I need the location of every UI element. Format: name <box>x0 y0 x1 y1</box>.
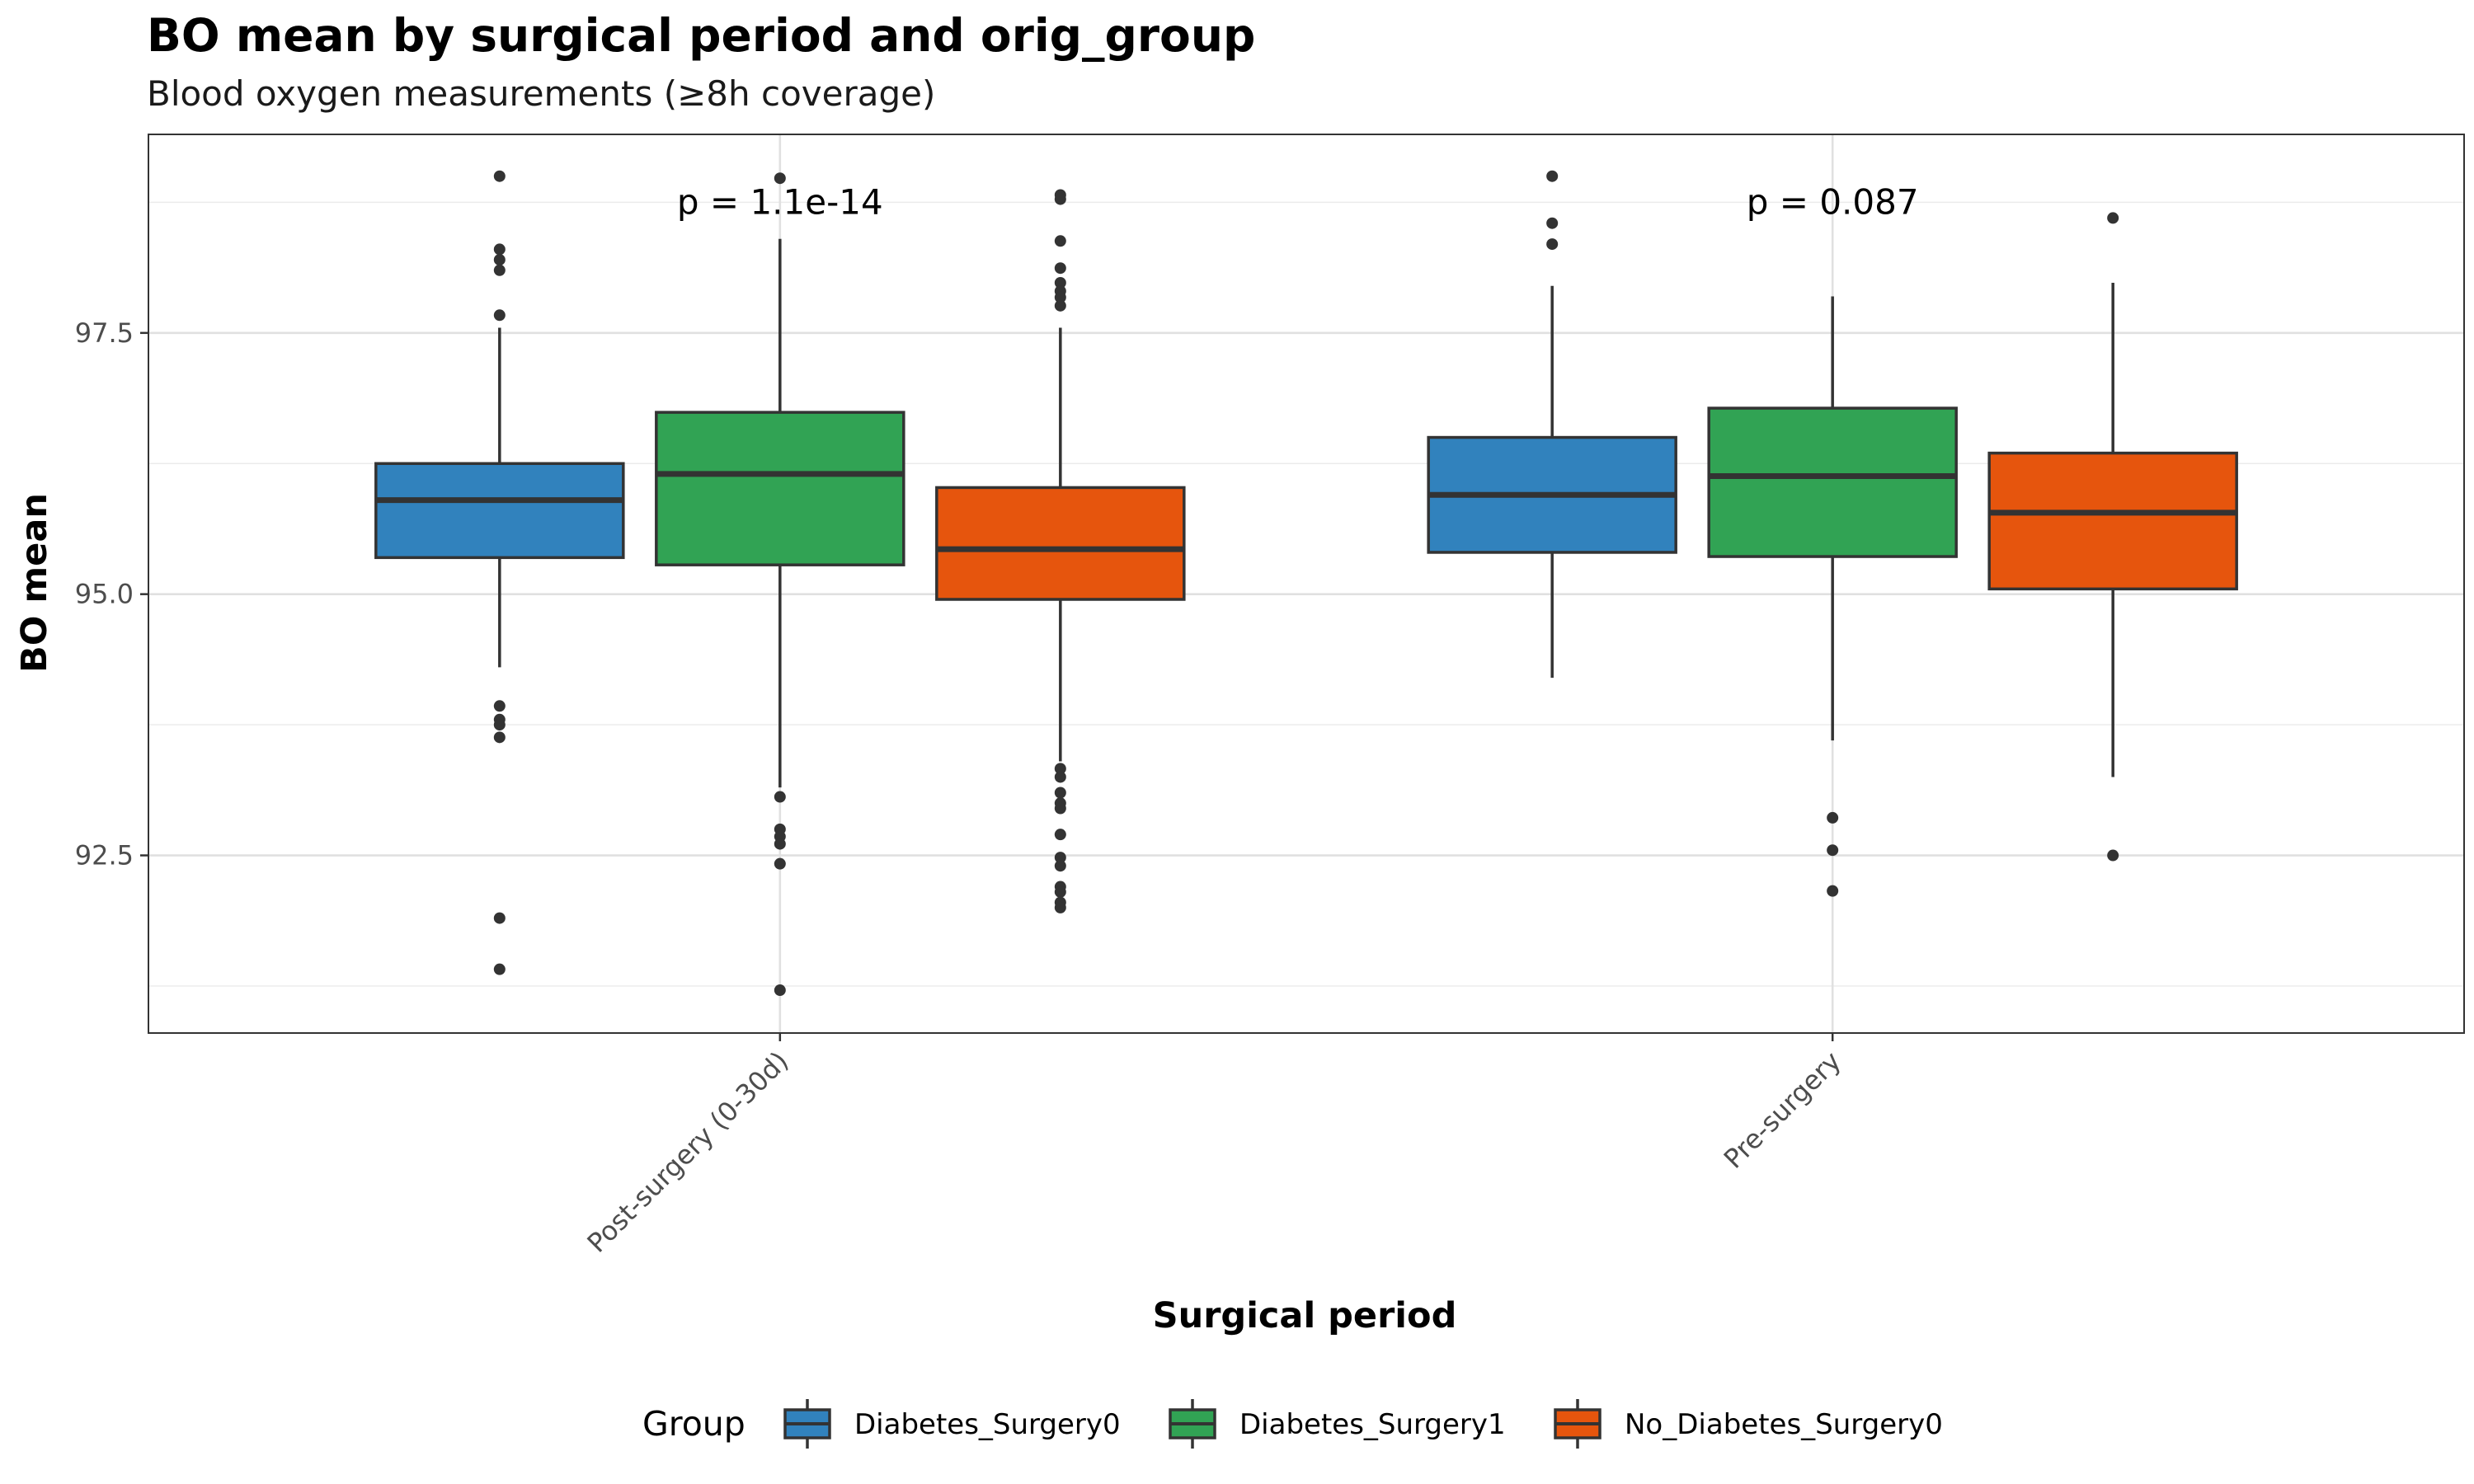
legend-label: Diabetes_Surgery1 <box>1239 1408 1506 1441</box>
outlier-point <box>1054 901 1066 913</box>
y-axis-title: BO mean <box>14 493 55 673</box>
box-Diabetes_Surgery1-1 <box>1707 296 1958 897</box>
outlier-point <box>1827 844 1839 857</box>
legend: Group Diabetes_Surgery0 Diabetes_Surgery1 N… <box>642 1399 1943 1449</box>
outlier-point <box>1054 276 1066 289</box>
box-Diabetes_Surgery1-0 <box>655 172 905 997</box>
outlier-point <box>493 731 506 744</box>
outlier-point <box>2107 849 2119 862</box>
y-tick-label: 92.5 <box>75 840 134 871</box>
iqr-box <box>655 411 905 566</box>
legend-item-Diabetes_Surgery1: Diabetes_Surgery1 <box>1169 1399 1506 1449</box>
outlier-point <box>493 700 506 712</box>
outlier-point <box>493 719 506 731</box>
box-Diabetes_Surgery0-1 <box>1427 170 1677 679</box>
outlier-point <box>1546 238 1559 251</box>
outlier-point <box>1054 829 1066 841</box>
outlier-point <box>493 912 506 924</box>
outlier-point <box>493 963 506 975</box>
outlier-point <box>1827 885 1839 897</box>
outlier-point <box>1054 763 1066 775</box>
box-No_Diabetes_Surgery0-0 <box>935 189 1186 913</box>
outlier-point <box>1054 262 1066 275</box>
outlier-point <box>493 309 506 322</box>
outlier-point <box>1054 885 1066 898</box>
outlier-point <box>1054 299 1066 312</box>
outlier-point <box>774 791 786 803</box>
outlier-point <box>1054 193 1066 205</box>
p-value-annotation: p = 1.1e-14 <box>677 181 883 222</box>
iqr-box <box>374 462 625 560</box>
outlier-point <box>1054 860 1066 872</box>
outlier-point <box>1546 170 1559 182</box>
panel-border <box>148 134 2465 1034</box>
annotation-layer: p = 1.1e-14 p = 0.087 <box>677 181 1919 222</box>
chart-title: BO mean by surgical period and orig_grou… <box>147 9 1255 62</box>
chart-subtitle: Blood oxygen measurements (≥8h coverage) <box>147 73 935 114</box>
outlier-point <box>1054 802 1066 815</box>
legend-item-Diabetes_Surgery0: Diabetes_Surgery0 <box>783 1399 1121 1449</box>
legend-title: Group <box>642 1404 745 1444</box>
outlier-point <box>774 984 786 997</box>
outlier-point <box>774 172 786 185</box>
outlier-point <box>1054 291 1066 303</box>
x-axis-title: Surgical period <box>1153 1295 1457 1336</box>
x-tick-label: Post-surgery (0-30d) <box>581 1045 795 1259</box>
legend-label: Diabetes_Surgery0 <box>854 1408 1121 1441</box>
box-No_Diabetes_Surgery0-1 <box>1987 212 2238 862</box>
iqr-box <box>1987 451 2238 591</box>
box-Diabetes_Surgery0-0 <box>374 170 625 975</box>
outlier-point <box>1054 235 1066 247</box>
outlier-point <box>493 243 506 256</box>
iqr-box <box>1707 406 1958 558</box>
legend-label: No_Diabetes_Surgery0 <box>1625 1408 1943 1441</box>
outlier-point <box>774 857 786 870</box>
outlier-point <box>1827 811 1839 824</box>
outlier-point <box>493 264 506 276</box>
p-value-annotation: p = 0.087 <box>1747 181 1919 222</box>
outlier-point <box>1054 787 1066 799</box>
outlier-point <box>493 254 506 266</box>
outlier-point <box>1054 771 1066 783</box>
y-tick-label: 95.0 <box>75 579 134 610</box>
outlier-point <box>493 170 506 182</box>
outlier-point <box>774 838 786 850</box>
outlier-point <box>2107 212 2119 224</box>
outlier-point <box>1054 852 1066 864</box>
outlier-point <box>1546 217 1559 229</box>
box-layer <box>374 170 2238 997</box>
x-tick-label: Pre-surgery <box>1718 1045 1847 1175</box>
y-tick-label: 97.5 <box>75 317 134 349</box>
iqr-box <box>935 486 1186 601</box>
legend-item-No_Diabetes_Surgery0: No_Diabetes_Surgery0 <box>1554 1399 1943 1449</box>
